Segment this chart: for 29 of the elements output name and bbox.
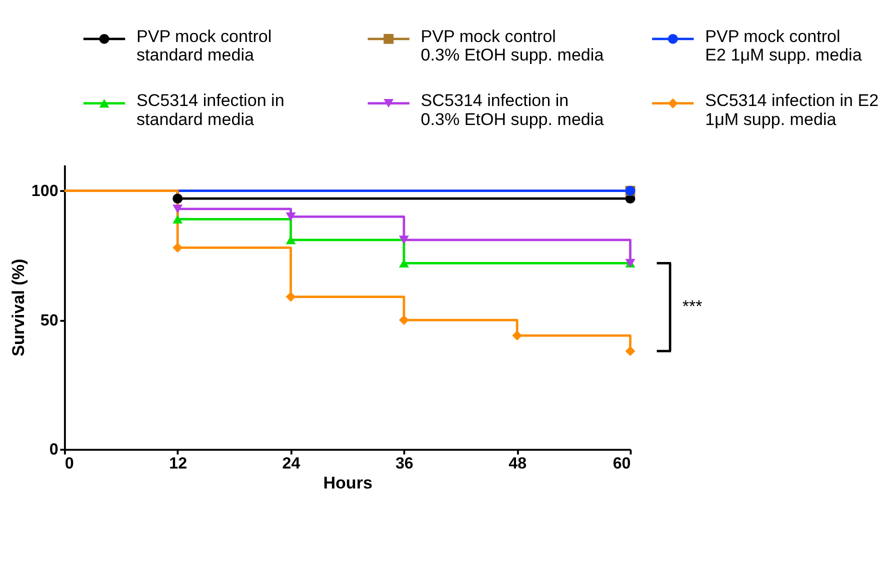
point xyxy=(286,292,296,302)
x-tick-label: 36 xyxy=(395,454,414,473)
y-axis-title: Survival (%) xyxy=(8,258,28,356)
point xyxy=(286,236,296,244)
x-axis-title: Hours xyxy=(323,474,372,493)
legend-label: PVP mock control standard media xyxy=(136,26,272,65)
point xyxy=(172,204,183,214)
point xyxy=(625,346,636,356)
point xyxy=(398,315,409,326)
y-tick-label: 50 xyxy=(40,311,58,330)
x-tick-label: 24 xyxy=(282,454,300,473)
text: *** xyxy=(682,296,703,316)
x-tick-label: 0 xyxy=(64,454,74,473)
x-tick-label: 12 xyxy=(169,454,188,473)
point xyxy=(172,194,183,204)
y-tick-label: 100 xyxy=(31,182,58,200)
legend-label: SC5314 infection in 0.3% EtOH supp. media xyxy=(420,91,604,130)
legend-label: PVP mock control E2 1μM supp. media xyxy=(705,26,862,65)
x-tick-label: 48 xyxy=(508,454,527,473)
legend-label: SC5314 infection in standard media xyxy=(136,91,284,130)
x-tick-label: 60 xyxy=(612,454,631,473)
point xyxy=(172,214,183,224)
y-tick-label: 0 xyxy=(49,440,58,459)
point xyxy=(398,236,409,244)
point xyxy=(172,242,183,253)
legend-label: PVP mock control 0.3% EtOH supp. media xyxy=(420,26,604,65)
legend-label: SC5314 infection in E2 1μM supp. media xyxy=(705,91,879,130)
point xyxy=(512,330,522,341)
point xyxy=(286,212,296,221)
